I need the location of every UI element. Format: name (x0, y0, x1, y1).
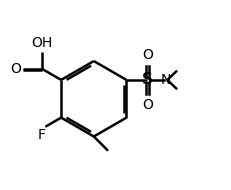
Text: F: F (37, 128, 45, 142)
Text: S: S (142, 72, 153, 87)
Text: O: O (10, 62, 21, 76)
Text: O: O (142, 98, 153, 112)
Text: OH: OH (31, 36, 52, 50)
Text: N: N (161, 73, 171, 87)
Text: O: O (142, 48, 153, 62)
